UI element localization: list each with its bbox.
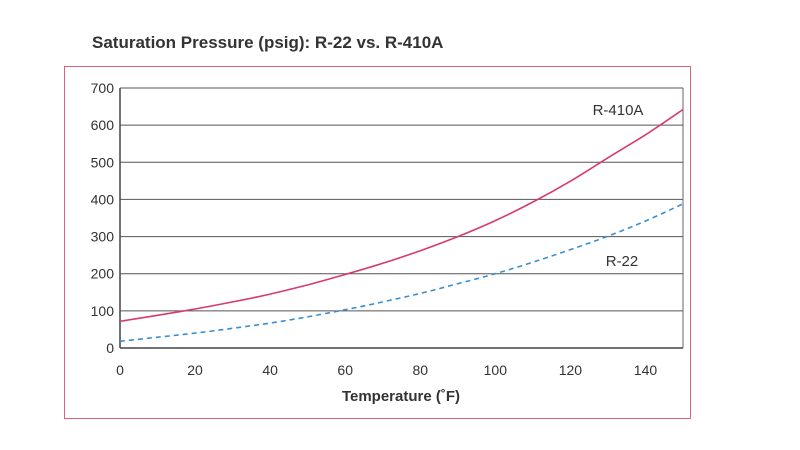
axis-layer: 0 100 200 300 400 500 600 700 0 20 40 60 80 100 120 140 bbox=[91, 80, 684, 378]
series-layer bbox=[119, 108, 684, 343]
grid-layer bbox=[120, 87, 683, 312]
y-tick-label-0: 0 bbox=[106, 340, 114, 356]
series-label-r22: R-22 bbox=[606, 253, 639, 270]
series-label-r410a: R-410A bbox=[593, 102, 644, 119]
x-tick-label-3: 60 bbox=[337, 362, 353, 378]
chart-title: Saturation Pressure (psig): R-22 vs. R-4… bbox=[92, 33, 444, 52]
x-tick-label-5: 100 bbox=[484, 362, 508, 378]
x-tick-label-2: 40 bbox=[262, 362, 278, 378]
y-tick-label-3: 300 bbox=[91, 229, 115, 245]
x-tick-label-7: 140 bbox=[634, 362, 658, 378]
series-line-r-22 bbox=[119, 203, 684, 343]
y-tick-label-6: 600 bbox=[91, 117, 115, 133]
y-tick-label-7: 700 bbox=[91, 80, 115, 96]
x-tick-label-6: 120 bbox=[559, 362, 583, 378]
series-line-r-410a bbox=[119, 108, 684, 323]
x-tick-label-0: 0 bbox=[116, 362, 124, 378]
x-tick-label-1: 20 bbox=[187, 362, 203, 378]
x-tick-label-4: 80 bbox=[412, 362, 428, 378]
y-tick-label-2: 200 bbox=[91, 266, 115, 282]
y-tick-label-1: 100 bbox=[91, 303, 115, 319]
chart-frame bbox=[64, 66, 691, 419]
y-tick-label-4: 400 bbox=[91, 191, 115, 207]
y-tick-label-5: 500 bbox=[91, 154, 115, 170]
x-axis-label: Temperature (˚F) bbox=[342, 388, 460, 405]
